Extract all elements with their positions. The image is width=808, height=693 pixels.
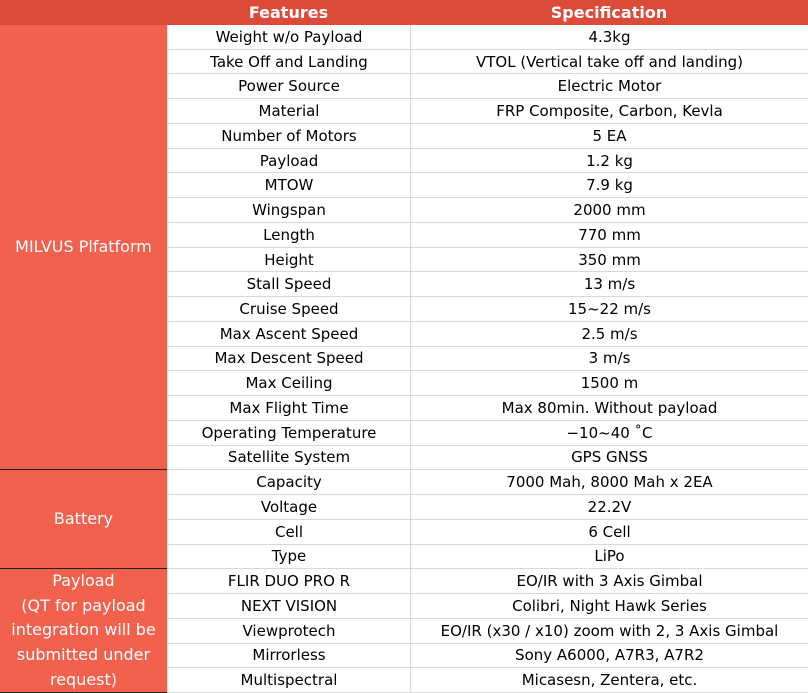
feature-cell: Stall Speed: [167, 272, 410, 298]
feature-cell: Multispectral: [167, 668, 410, 693]
feature-cell: Mirrorless: [167, 643, 410, 669]
spec-cell: −10~40 ˚C: [410, 420, 808, 446]
feature-cell: Cruise Speed: [167, 297, 410, 322]
spec-cell: 13 m/s: [410, 272, 808, 298]
feature-cell: FLIR DUO PRO R: [167, 569, 410, 595]
spec-cell: GPS GNSS: [410, 445, 808, 471]
header-specification: Specification: [410, 0, 808, 25]
spec-cell: 5 EA: [410, 123, 808, 149]
group-label-line: request): [49, 669, 118, 689]
group-label-line: Battery: [53, 508, 114, 528]
feature-cell: Max Ceiling: [167, 371, 410, 397]
spec-cell: 6 Cell: [410, 519, 808, 545]
group-label-line: MILVUS Plfatform: [15, 236, 152, 256]
feature-cell: MTOW: [167, 173, 410, 199]
feature-cell: Max Flight Time: [167, 396, 410, 421]
spec-cell: EO/IR with 3 Axis Gimbal: [410, 569, 808, 595]
spec-cell: FRP Composite, Carbon, Kevla: [410, 99, 808, 124]
spec-cell: 1.2 kg: [410, 148, 808, 174]
spec-cell: 15~22 m/s: [410, 297, 808, 322]
spec-cell: Max 80min. Without payload: [410, 396, 808, 421]
feature-cell: Material: [167, 99, 410, 124]
spec-cell: 350 mm: [410, 247, 808, 273]
feature-cell: Number of Motors: [167, 123, 410, 149]
feature-cell: Weight w/o Payload: [167, 25, 410, 50]
feature-cell: Voltage: [167, 495, 410, 520]
feature-cell: Cell: [167, 519, 410, 545]
feature-cell: Wingspan: [167, 198, 410, 223]
spec-cell: LiPo: [410, 544, 808, 570]
spec-cell: 22.2V: [410, 495, 808, 520]
feature-cell: Height: [167, 247, 410, 273]
spec-cell: 3 m/s: [410, 346, 808, 372]
spec-cell: 2000 mm: [410, 198, 808, 223]
header-features: Features: [167, 0, 410, 25]
group-label-line: (QT for payload: [21, 595, 146, 615]
spec-cell: VTOL (Vertical take off and landing): [410, 49, 808, 75]
spec-cell: Colibri, Night Hawk Series: [410, 594, 808, 619]
group-label: Battery: [0, 470, 167, 570]
feature-cell: Type: [167, 544, 410, 570]
spec-cell: 7.9 kg: [410, 173, 808, 199]
spec-cell: 2.5 m/s: [410, 321, 808, 347]
spec-cell: EO/IR (x30 / x10) zoom with 2, 3 Axis Gi…: [410, 618, 808, 644]
spec-cell: 4.3kg: [410, 25, 808, 50]
feature-cell: Payload: [167, 148, 410, 174]
group-label-line: integration will be: [11, 620, 156, 640]
spec-cell: 1500 m: [410, 371, 808, 397]
spec-cell: Micasesn, Zentera, etc.: [410, 668, 808, 693]
feature-cell: Capacity: [167, 470, 410, 496]
feature-cell: Max Descent Speed: [167, 346, 410, 372]
feature-cell: Max Ascent Speed: [167, 321, 410, 347]
spec-cell: 770 mm: [410, 222, 808, 248]
feature-cell: NEXT VISION: [167, 594, 410, 619]
feature-cell: Length: [167, 222, 410, 248]
group-label-line: submitted under: [16, 644, 151, 664]
feature-cell: Viewprotech: [167, 618, 410, 644]
feature-cell: Take Off and Landing: [167, 49, 410, 75]
feature-cell: Operating Temperature: [167, 420, 410, 446]
spec-cell: 7000 Mah, 8000 Mah x 2EA: [410, 470, 808, 496]
spec-cell: Electric Motor: [410, 74, 808, 100]
spec-cell: Sony A6000, A7R3, A7R2: [410, 643, 808, 669]
feature-cell: Power Source: [167, 74, 410, 100]
group-label: MILVUS Plfatform: [0, 25, 167, 471]
group-label-line: Payload: [52, 570, 115, 590]
group-label: Payload (QT for payload integration will b…: [0, 569, 167, 693]
feature-cell: Satellite System: [167, 445, 410, 471]
